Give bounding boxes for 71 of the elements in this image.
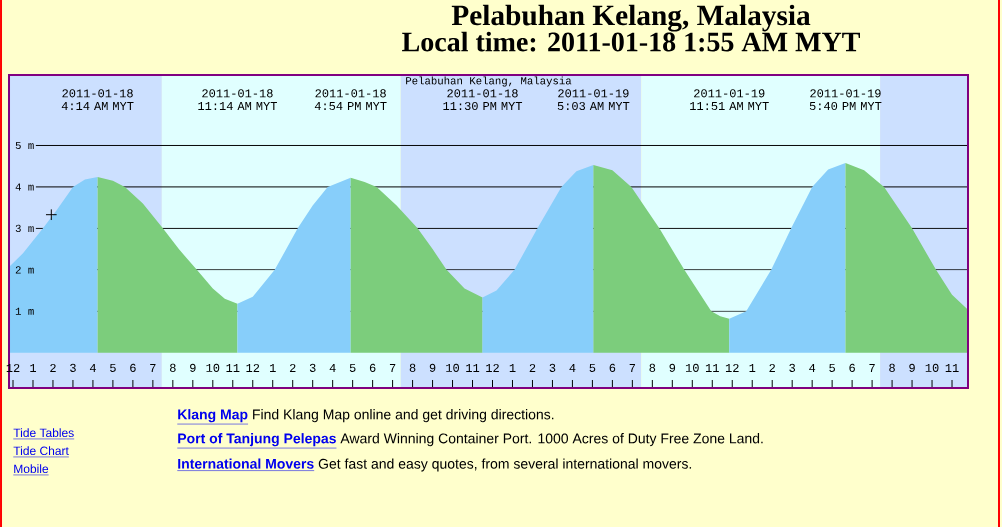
x-tick-label: 11	[945, 364, 959, 372]
x-tick-label: 3	[549, 363, 556, 372]
x-tick-label: 4	[329, 364, 336, 372]
x-tick-label: 4	[809, 364, 816, 372]
x-tick-label: 6	[609, 363, 616, 372]
x2-tick-label: 2011-01-18 11:14 AM MYT	[198, 89, 277, 110]
x-tick-label: 6	[849, 363, 855, 372]
x-tick-label: 5	[349, 363, 356, 372]
x-tick-label: 9	[909, 363, 915, 372]
x-tick-label: 10	[925, 363, 939, 372]
text: Tide Chart	[13, 446, 69, 456]
x-tick-label: 4	[89, 364, 96, 372]
x-tick-label: 11	[226, 364, 240, 372]
y-tick-label: 3 m	[15, 224, 34, 232]
text: Mobile	[14, 464, 49, 474]
chart-title: Pelabuhan Kelang, Malaysia	[451, 4, 811, 32]
y-tick-label: 4 m	[15, 183, 34, 191]
x-tick-label: 8	[649, 363, 656, 372]
x-tick-label: 5	[829, 363, 835, 372]
x-tick-label: 9	[190, 363, 196, 372]
x-tick-label: 6	[130, 363, 136, 372]
x-tick-label: 10	[206, 363, 220, 372]
text: International Movers	[178, 458, 314, 469]
x-tick-label: 3	[70, 363, 76, 372]
annotation: Pelabuhan Kelang, Malaysia	[406, 76, 572, 87]
text: Get fast and easy quotes, from several international movers.	[318, 458, 692, 472]
x-tick-label: 11	[705, 364, 719, 372]
x-tick-label: 5	[110, 363, 116, 372]
x-tick-label: 9	[669, 363, 676, 372]
text: Award Winning Container Port. 1000 Acres of Duty Free Zone Land.	[340, 433, 763, 447]
x2-tick-label: 2011-01-18 11:30 PM MYT	[443, 89, 523, 111]
x-tick-label: 9	[429, 363, 436, 372]
x-tick-label: 12	[246, 363, 260, 372]
chart-subtitle: Local time: 2011-01-18 1:55 AM MYT	[402, 31, 860, 52]
x-tick-label: 10	[446, 363, 459, 372]
x-tick-label: 8	[409, 363, 416, 372]
x-tick-label: 1	[30, 364, 37, 372]
x-tick-label: 7	[150, 364, 156, 372]
x-tick-label: 8	[170, 363, 176, 372]
x-tick-label: 4	[569, 364, 576, 372]
x-tick-label: 2	[289, 363, 296, 372]
x2-tick-label: 2011-01-18 4:54 PM MYT	[314, 89, 387, 111]
x2-tick-label: 2011-01-18 4:14 AM MYT	[61, 89, 134, 110]
x-tick-label: 3	[309, 363, 316, 372]
x-tick-label: 8	[889, 363, 895, 372]
y-tick-label: 5 m	[15, 141, 34, 150]
x2-tick-label: 2011-01-19 5:03 AM MYT	[557, 89, 630, 111]
x2-tick-label: 2011-01-19 11:51 AM MYT	[690, 89, 769, 111]
text: Tide Tables	[13, 428, 74, 438]
x-tick-label: 7	[389, 364, 396, 372]
y-tick-label: 2 m	[15, 266, 34, 274]
x2-tick-label: 2011-01-19 5:40 PM MYT	[809, 89, 882, 111]
text: Find Klang Map online and get driving directions.	[253, 409, 554, 423]
text: Klang Map	[178, 409, 248, 423]
x-tick-label: 2	[529, 363, 536, 372]
x-tick-label: 12	[486, 363, 499, 372]
x-tick-label: 11	[466, 364, 480, 372]
x-tick-label: 1	[749, 364, 756, 372]
x-tick-label: 1	[269, 364, 276, 372]
x-tick-label: 7	[629, 364, 636, 372]
x-tick-label: 12	[725, 363, 739, 372]
text: Port of Tanjung Pelepas	[178, 433, 336, 447]
x-tick-label: 1	[509, 364, 516, 372]
y-tick-label: 1 m	[15, 307, 34, 315]
x-tick-label: 7	[869, 364, 875, 372]
x-tick-label: 5	[589, 363, 596, 372]
x-tick-label: 2	[50, 363, 56, 372]
x-tick-label: 6	[369, 363, 376, 372]
x-tick-label: 3	[789, 363, 796, 372]
x-tick-label: 10	[685, 363, 699, 372]
x-tick-label: 2	[769, 363, 775, 372]
